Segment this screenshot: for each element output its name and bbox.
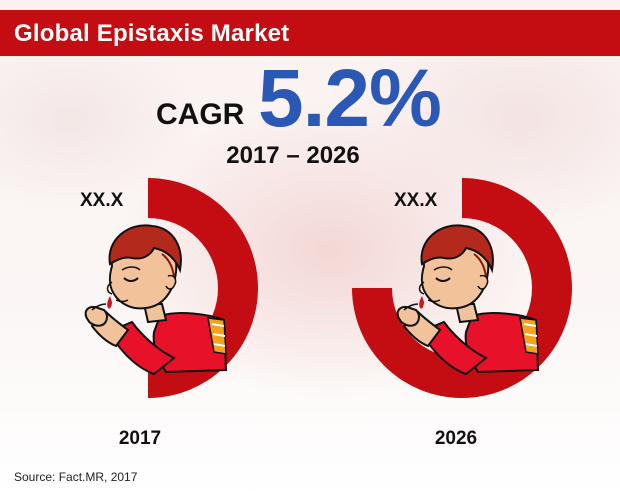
cagr-value: 5.2%	[258, 53, 442, 144]
person-nosebleed-icon	[84, 224, 227, 375]
value-label-2026: XX.X	[394, 190, 438, 211]
page-title: Global Epistaxis Market	[14, 20, 290, 47]
title-bar: Global Epistaxis Market	[0, 10, 620, 56]
donut-arc-2017	[148, 178, 258, 398]
forecast-period: 2017 – 2026	[226, 142, 360, 169]
source-note: Source: Fact.MR, 2017	[14, 470, 138, 484]
value-label-2017: XX.X	[80, 190, 124, 211]
year-label-2017: 2017	[118, 428, 162, 449]
cagr-label: CAGR	[156, 98, 245, 131]
year-label-2026: 2026	[434, 428, 478, 449]
